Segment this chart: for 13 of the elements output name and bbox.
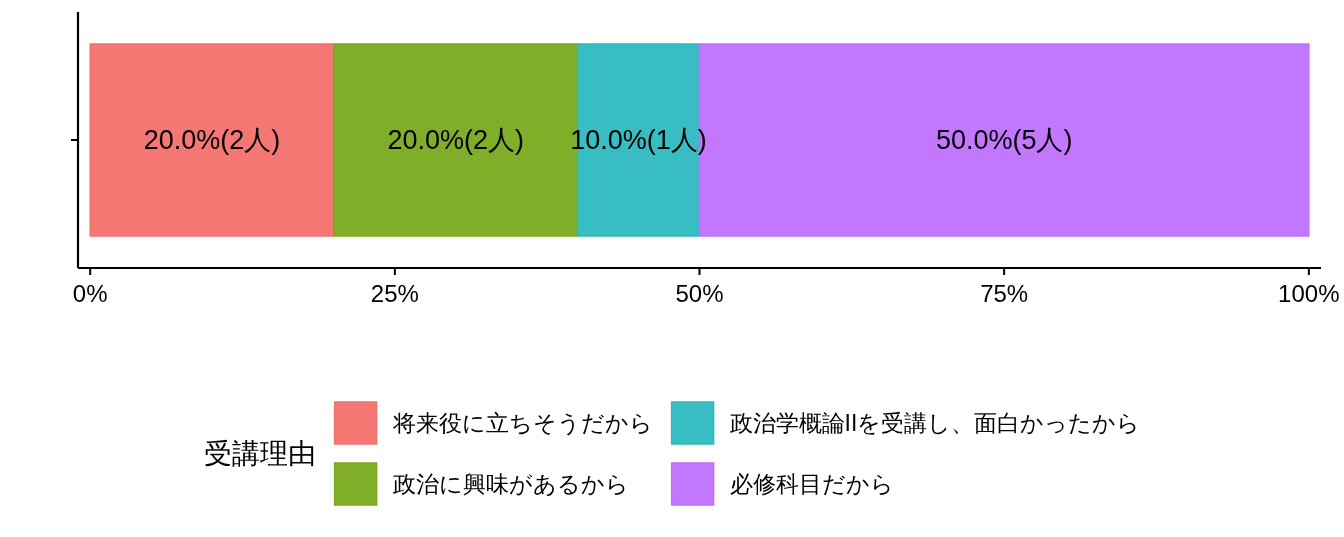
x-tick-label: 75% <box>980 280 1029 307</box>
legend-label: 必修科目だから <box>729 471 894 497</box>
data-label: 50.0%(5人) <box>935 125 1073 155</box>
data-label: 20.0%(2人) <box>387 125 525 155</box>
x-tick-label: 50% <box>675 280 724 307</box>
x-tick-label: 0% <box>72 280 108 307</box>
legend-label: 政治学概論IIを受講し、面白かったから <box>729 410 1141 436</box>
data-label: 20.0%(2人) <box>143 125 281 155</box>
x-tick-label: 100% <box>1278 280 1340 307</box>
legend-label: 政治に興味があるから <box>392 471 629 497</box>
legend-label: 将来役に立ちそうだから <box>392 410 653 436</box>
legend-title: 受講理由 <box>203 438 316 469</box>
x-tick-label: 25% <box>370 280 419 307</box>
